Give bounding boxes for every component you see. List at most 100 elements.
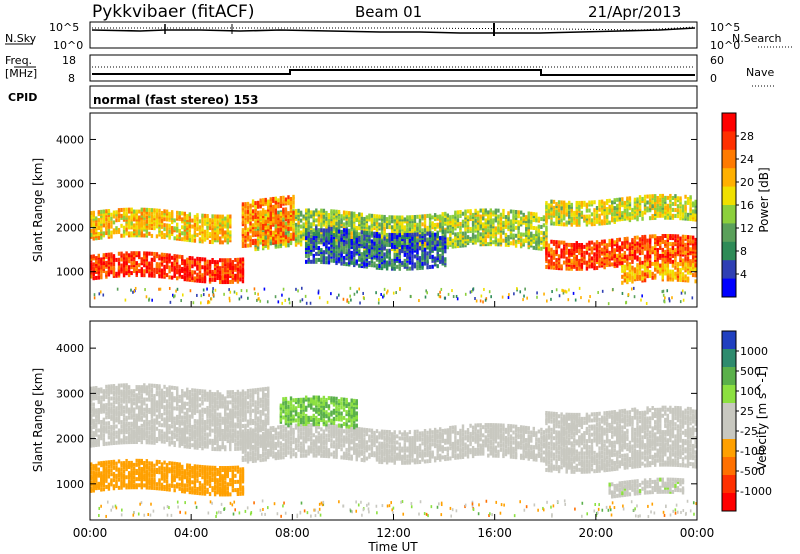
clutter-cell [452, 295, 455, 299]
echo-cell [310, 237, 313, 242]
echo-cell [383, 226, 386, 231]
freq-left-tick-top: 18 [62, 54, 76, 67]
clutter-cell [562, 289, 565, 293]
echo-cell [497, 226, 500, 231]
clutter-cell [189, 289, 192, 293]
echo-cell [408, 232, 412, 237]
echo-cell [120, 461, 123, 466]
echo-cell [433, 236, 437, 241]
echo-cell [92, 210, 95, 215]
echo-cell [408, 215, 412, 220]
echo-cell [246, 243, 250, 248]
echo-cell [132, 462, 136, 467]
echo-cell [178, 264, 181, 269]
echo-cell [398, 229, 401, 234]
echo-cell [489, 224, 493, 229]
echo-cell [421, 239, 424, 244]
echo-cell [684, 194, 687, 199]
echo-cell [358, 263, 361, 268]
echo-cell [135, 458, 138, 463]
clutter-cell [588, 299, 590, 303]
echo-cell [585, 208, 589, 213]
echo-cell [666, 241, 670, 246]
echo-cell [153, 208, 156, 213]
echo-cell [664, 249, 667, 254]
echo-cell [636, 241, 639, 246]
echo-cell [431, 246, 434, 251]
clutter-cell [523, 294, 525, 298]
echo-cell [140, 267, 143, 272]
echo-cell [428, 265, 432, 270]
echo-cell [186, 265, 189, 270]
echo-cell [229, 230, 232, 235]
echo-cell [363, 216, 366, 221]
echo-cell [307, 208, 310, 213]
echo-cell [246, 215, 250, 220]
echo-cell [669, 234, 672, 239]
clutter-cell [228, 296, 231, 300]
clutter-cell [317, 291, 320, 295]
echo-cell [373, 251, 376, 256]
echo-cell [370, 263, 374, 268]
echo-cell [213, 214, 217, 219]
echo-cell [643, 278, 647, 283]
echo-cell [335, 227, 338, 232]
echo-cell [519, 238, 523, 243]
echo-cell [277, 214, 280, 219]
echo-cell [246, 205, 250, 210]
echo-cell [90, 480, 93, 485]
echo-cell [211, 277, 214, 282]
echo-cell [444, 217, 447, 222]
echo-cell [358, 212, 361, 217]
clutter-cell [438, 294, 441, 298]
echo-cell [512, 233, 515, 238]
echo-cell [269, 225, 272, 230]
echo-cell [676, 242, 680, 247]
echo-cell [398, 266, 401, 271]
echo-cell [315, 218, 318, 223]
power-colorbar-label: Power [dB] [757, 167, 771, 232]
echo-cell [600, 199, 604, 204]
echo-cell [603, 215, 606, 220]
echo-cell [117, 471, 121, 476]
clutter-cell [212, 293, 215, 297]
echo-cell [636, 255, 639, 260]
echo-cell [375, 231, 379, 236]
echo-cell [213, 222, 217, 227]
echo-cell [347, 211, 351, 216]
echo-cell [198, 225, 202, 230]
echo-cell [97, 471, 100, 476]
echo-cell [213, 269, 217, 274]
echo-cell [292, 210, 295, 215]
echo-cell [646, 262, 649, 267]
echo-cell [289, 239, 293, 244]
echo-cell [125, 227, 128, 232]
echo-cell [332, 248, 336, 253]
echo-cell [441, 255, 444, 260]
echo-cell [127, 485, 131, 490]
echo-cell [325, 260, 328, 265]
echo-cell [565, 242, 568, 247]
echo-cell [585, 202, 589, 207]
echo-cell [100, 257, 103, 262]
echo-cell [532, 212, 536, 217]
echo-cell [105, 270, 108, 275]
echo-cell [595, 206, 599, 211]
echo-cell [633, 267, 637, 272]
echo-cell [646, 242, 649, 247]
echo-cell [183, 259, 186, 264]
echo-cell [449, 236, 452, 241]
echo-cell [292, 232, 295, 237]
echo-cell [411, 229, 414, 234]
echo-cell [532, 233, 536, 238]
echo-cell [507, 235, 510, 240]
echo-cell [332, 209, 336, 214]
echo-cell [90, 262, 93, 267]
echo-cell [112, 478, 116, 483]
echo-cell [390, 236, 394, 241]
echo-cell [122, 473, 126, 478]
echo-cell [502, 212, 505, 217]
clutter-cell [253, 287, 256, 291]
echo-cell [646, 200, 649, 205]
echo-cell [218, 266, 222, 271]
